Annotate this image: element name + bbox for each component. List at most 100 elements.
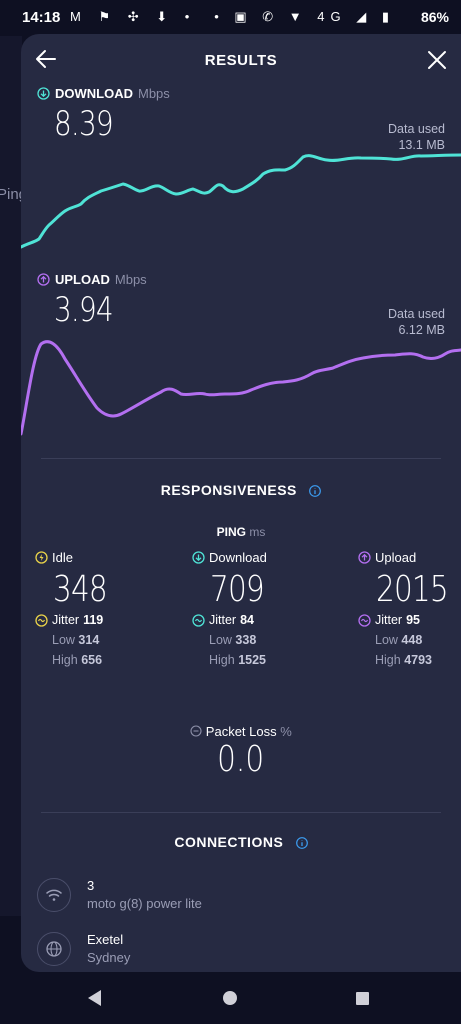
download-data-used: Data used 13.1 MB xyxy=(388,121,445,153)
low-label: Low xyxy=(52,633,75,647)
ping-label: PING xyxy=(216,525,246,539)
ping-upload-label: Upload xyxy=(358,550,458,565)
ping-download-jitter: Jitter 84 xyxy=(192,613,332,627)
jitter-label: Jitter xyxy=(52,613,80,627)
upload-data-used: Data used 6.12 MB xyxy=(388,306,445,338)
ping-upload-jitter-value: 95 xyxy=(406,613,420,627)
jitter-icon xyxy=(358,613,371,627)
info-icon[interactable] xyxy=(309,485,322,498)
upload-data-used-value: 6.12 MB xyxy=(398,323,445,337)
ping-heading: PING ms xyxy=(21,525,461,539)
provider-name: Exetel xyxy=(87,932,124,947)
nav-home-icon[interactable] xyxy=(223,991,237,1005)
ping-idle-jitter: Jitter 119 xyxy=(35,613,175,627)
ping-upload-value: 2015 xyxy=(376,569,449,610)
notification-icons: M ⚑ ✣ ⬇ • xyxy=(70,9,197,24)
ping-idle-jitter-value: 119 xyxy=(83,613,104,627)
responsiveness-heading: RESPONSIVENESS xyxy=(21,482,461,498)
upload-speed: 3.94 xyxy=(54,290,114,330)
connection-device: moto g(8) power lite xyxy=(87,896,202,911)
ping-download-value: 709 xyxy=(210,569,265,610)
ping-download-jitter-value: 84 xyxy=(240,613,254,627)
packet-loss-title: Packet Loss xyxy=(205,724,277,739)
battery-percentage: 86% xyxy=(420,9,449,25)
ping-unit: ms xyxy=(249,525,266,539)
ping-upload-low: Low 448 xyxy=(375,633,458,647)
ping-idle-title: Idle xyxy=(52,550,73,565)
section-divider xyxy=(41,812,441,813)
download-label: DOWNLOAD Mbps xyxy=(37,86,170,101)
wifi-icon xyxy=(37,878,71,912)
info-icon[interactable] xyxy=(295,837,308,850)
download-speed: 8.39 xyxy=(54,104,114,144)
upload-title: UPLOAD xyxy=(55,272,110,287)
ping-idle-label: Idle xyxy=(35,550,175,565)
ping-download-label: Download xyxy=(192,550,332,565)
packet-loss-icon xyxy=(190,725,202,737)
server-location: Sydney xyxy=(87,950,131,965)
jitter-icon xyxy=(192,613,205,627)
download-arrow-icon xyxy=(192,551,205,564)
upload-arrow-icon xyxy=(37,273,50,286)
download-title: DOWNLOAD xyxy=(55,86,133,101)
close-icon[interactable] xyxy=(427,50,447,70)
ping-upload-jitter: Jitter 95 xyxy=(358,613,458,627)
status-time: 14:18 xyxy=(22,9,61,26)
connections-heading: CONNECTIONS xyxy=(21,834,461,850)
upload-data-used-label: Data used xyxy=(388,307,445,321)
ping-upload-column: Upload 2015 Jitter 95 Low 448 High 4793 xyxy=(358,550,458,667)
ping-download-high-value: 1525 xyxy=(238,653,267,667)
background-app-edge: Ping xyxy=(0,36,27,916)
ping-upload-high-value: 4793 xyxy=(404,653,433,667)
packet-loss-value-wrap: 0.0 xyxy=(21,739,461,780)
globe-icon xyxy=(37,932,71,966)
connection-wifi: 3 moto g(8) power lite xyxy=(37,878,437,918)
connections-title: CONNECTIONS xyxy=(174,834,284,850)
ping-upload-low-value: 448 xyxy=(401,633,423,647)
upload-label: UPLOAD Mbps xyxy=(37,272,147,287)
download-unit: Mbps xyxy=(138,86,170,101)
ping-upload-high: High 4793 xyxy=(375,653,458,667)
results-header: RESULTS xyxy=(21,34,461,86)
download-data-used-value: 13.1 MB xyxy=(398,138,445,152)
packet-loss-unit: % xyxy=(280,724,292,739)
high-label: High xyxy=(375,653,401,667)
high-label: High xyxy=(52,653,78,667)
packet-loss-label: Packet Loss % xyxy=(21,724,461,739)
upload-arrow-icon xyxy=(358,551,371,564)
ping-idle-column: Idle 348 Jitter 119 Low 314 High 656 xyxy=(35,550,175,667)
results-sheet: RESULTS DOWNLOAD Mbps 8.39 Data used 13.… xyxy=(21,34,461,972)
ping-download-title: Download xyxy=(209,550,267,565)
ping-idle-low-value: 314 xyxy=(78,633,100,647)
background-ping-text: Ping xyxy=(0,186,28,203)
status-bar: 14:18 M ⚑ ✣ ⬇ • • ▣ ✆ ▼ 4G ◢ ▮ 86% xyxy=(0,0,461,36)
connection-name: 3 xyxy=(87,878,95,893)
packet-loss-value: 0.0 xyxy=(217,739,265,780)
download-arrow-icon xyxy=(37,87,50,100)
low-label: Low xyxy=(209,633,232,647)
ping-download-high: High 1525 xyxy=(209,653,332,667)
connection-provider: Exetel Sydney xyxy=(37,932,437,972)
ping-download-low: Low 338 xyxy=(209,633,332,647)
back-arrow-icon[interactable] xyxy=(35,48,57,70)
high-label: High xyxy=(209,653,235,667)
section-divider xyxy=(41,458,441,459)
system-navigation-bar xyxy=(0,972,461,1024)
idle-bolt-icon xyxy=(35,551,48,564)
download-speed-graph xyxy=(21,153,461,249)
ping-idle-high: High 656 xyxy=(52,653,175,667)
nav-back-icon[interactable] xyxy=(88,990,101,1006)
low-label: Low xyxy=(375,633,398,647)
ping-download-column: Download 709 Jitter 84 Low 338 High 1525 xyxy=(192,550,332,667)
responsiveness-title: RESPONSIVENESS xyxy=(160,482,297,498)
ping-idle-low: Low 314 xyxy=(52,633,175,647)
nav-recents-icon[interactable] xyxy=(356,992,369,1005)
jitter-label: Jitter xyxy=(375,613,403,627)
ping-idle-high-value: 656 xyxy=(81,653,103,667)
upload-speed-graph xyxy=(21,340,461,436)
jitter-icon xyxy=(35,613,48,627)
ping-idle-value: 348 xyxy=(53,569,108,610)
jitter-label: Jitter xyxy=(209,613,237,627)
ping-upload-title: Upload xyxy=(375,550,417,565)
upload-unit: Mbps xyxy=(114,272,147,287)
